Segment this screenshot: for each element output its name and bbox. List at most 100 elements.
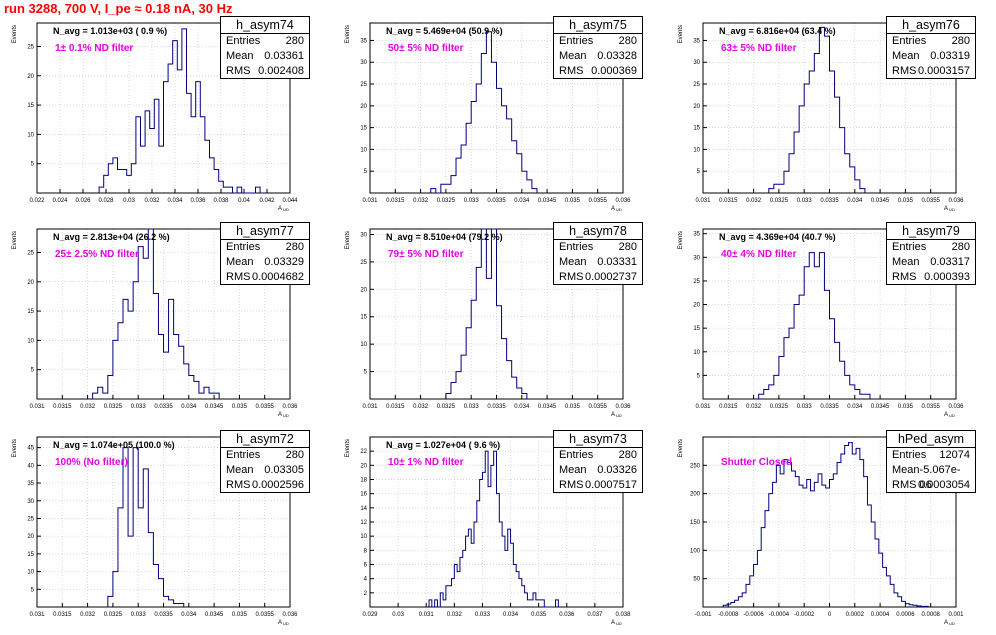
stats-key: Mean [892, 256, 920, 268]
histogram-plot: 0.022 0.024 0.026 0.028 0.03 0.032 0.034 0.036 0… [12, 22, 298, 212]
histogram-name: h_asym76 [887, 17, 975, 34]
x-tick-label: 0.032 [413, 198, 429, 204]
stats-row-rms: RMS 0.0002737 [554, 270, 642, 285]
y-tick-label: 30 [360, 232, 367, 238]
navg-label: N_avg = 6.816e+04 (63.4 %) [719, 26, 836, 36]
x-tick-label: 0.035 [531, 612, 547, 618]
x-tick-label: 0.034 [503, 612, 519, 618]
histogram-name: h_asym78 [554, 223, 642, 240]
x-tick-label: 0.0325 [437, 198, 456, 204]
x-tick-label: 0.035 [232, 612, 248, 618]
filter-label: Shutter Closed [721, 457, 793, 468]
x-tick-label: 0.0325 [770, 198, 789, 204]
y-tick-label: 25 [693, 82, 700, 88]
histogram-name: h_asym74 [221, 17, 309, 34]
histogram-series [92, 228, 220, 399]
x-tick-label: 0.044 [282, 198, 298, 204]
stats-row-rms: RMS 0.0004682 [221, 270, 309, 285]
y-tick-label: 10 [360, 147, 367, 153]
y-tick-label: 20 [27, 534, 34, 540]
y-tick-label: 25 [27, 44, 34, 50]
histogram-panel-h_asym72: 0.031 0.0315 0.032 0.0325 0.033 0.0335 0.034 0.… [0, 430, 330, 635]
x-tick-label: 0.033 [464, 198, 480, 204]
x-tick-label: 0.037 [587, 612, 603, 618]
y-tick-label: 22 [360, 449, 367, 455]
histogram-panel-h_asym79: 0.031 0.0315 0.032 0.0325 0.033 0.0335 0.034 0.… [666, 222, 996, 427]
x-tick-label: 0.0335 [820, 404, 839, 410]
x-tick-label: 0.035 [232, 404, 248, 410]
x-tick-label: 0.029 [362, 612, 378, 618]
x-tick-label: 0 [828, 612, 832, 618]
x-tick-label: 0.0325 [437, 404, 456, 410]
filter-label: 63± 5% ND filter [721, 43, 797, 54]
plot-frame [36, 22, 291, 194]
stats-key: Mean [226, 256, 254, 268]
stats-key: Entries [559, 35, 594, 47]
stats-value: 280 [951, 35, 970, 47]
x-tick-label: 0.032 [80, 612, 96, 618]
navg-label: N_avg = 8.510e+04 (79.2 %) [386, 232, 503, 242]
x-tick-label: 0.033 [797, 198, 813, 204]
navg-label: N_avg = 2.813e+04 (26.2 %) [53, 232, 170, 242]
filter-label: 100% (No filter) [55, 457, 128, 468]
x-tick-label: 0.03 [392, 612, 404, 618]
x-tick-label: 0.0335 [154, 612, 173, 618]
x-tick-label: 0.031 [695, 404, 711, 410]
y-tick-label: 10 [27, 132, 34, 138]
x-tick-label: 0.0345 [871, 198, 890, 204]
y-tick-label: 20 [360, 287, 367, 293]
x-tick-label: 0.035 [898, 404, 914, 410]
y-tick-label: 5 [697, 169, 701, 175]
stats-row-entries: Entries 12074 [887, 448, 975, 463]
navg-label: N_avg = 4.369e+04 (40.7 %) [719, 232, 836, 242]
stats-key: Entries [226, 241, 261, 253]
stats-key: RMS [892, 271, 917, 283]
y-tick-label: 10 [27, 338, 34, 344]
y-tick-label: 150 [690, 520, 701, 526]
navg-label: N_avg = 1.013e+03 ( 0.9 %) [53, 26, 168, 36]
y-axis-label: Events [345, 439, 351, 457]
stats-key: Entries [226, 35, 261, 47]
stats-box: h_asym77 Entries 280 Mean 0.03329 RMS 0.000468… [220, 222, 310, 285]
x-tick-label: 0.0002 [846, 612, 865, 618]
y-tick-label: 20 [27, 280, 34, 286]
x-axis-label: A [278, 206, 282, 212]
stats-value: 0.0002596 [252, 479, 304, 491]
x-tick-label: -0.0006 [743, 612, 764, 618]
stats-value: 0.03305 [264, 464, 304, 476]
y-axis-label: Events [678, 231, 684, 249]
stats-row-rms: RMS 0.0002596 [221, 478, 309, 493]
stats-key: RMS [559, 65, 584, 77]
histogram-panel-h_asym78: 0.031 0.0315 0.032 0.0325 0.033 0.0335 0.034 0.… [333, 222, 663, 427]
x-tick-label: 0.028 [98, 198, 114, 204]
stats-row-entries: Entries 280 [554, 448, 642, 463]
filter-label: 10± 1% ND filter [388, 457, 464, 468]
histogram-series [768, 26, 866, 193]
y-tick-label: 20 [693, 303, 700, 309]
x-axis-label: A [611, 412, 615, 418]
x-tick-label: 0.034 [181, 404, 197, 410]
filter-label: 40± 4% ND filter [721, 249, 797, 260]
stats-key: Entries [559, 449, 594, 461]
stats-box: h_asym72 Entries 280 Mean 0.03305 RMS 0.000259… [220, 430, 310, 493]
y-tick-label: 5 [31, 587, 35, 593]
x-tick-label: 0.0355 [589, 404, 608, 410]
y-tick-label: 15 [360, 315, 367, 321]
x-tick-label: 0.0325 [104, 612, 123, 618]
histogram-name: h_asym75 [554, 17, 642, 34]
histogram-series [430, 31, 538, 194]
y-tick-label: 200 [690, 492, 701, 498]
x-tick-label: 0.0345 [205, 404, 224, 410]
x-tick-label: 0.0335 [154, 404, 173, 410]
x-tick-label: 0.0315 [719, 198, 738, 204]
x-tick-label: 0.032 [746, 198, 762, 204]
stats-row-entries: Entries 280 [221, 240, 309, 255]
stats-key: Entries [559, 241, 594, 253]
x-tick-label: 0.0345 [871, 404, 890, 410]
stats-box: h_asym74 Entries 280 Mean 0.03361 RMS 0.002408 [220, 16, 310, 79]
stats-key: Entries [226, 449, 261, 461]
x-tick-label: 0.03 [123, 198, 135, 204]
stats-key: Mean [559, 50, 587, 62]
stats-box: hPed_asym Entries 12074 Mean -5.067e-06 RMS 0.… [886, 430, 976, 493]
stats-key: RMS [559, 271, 584, 283]
